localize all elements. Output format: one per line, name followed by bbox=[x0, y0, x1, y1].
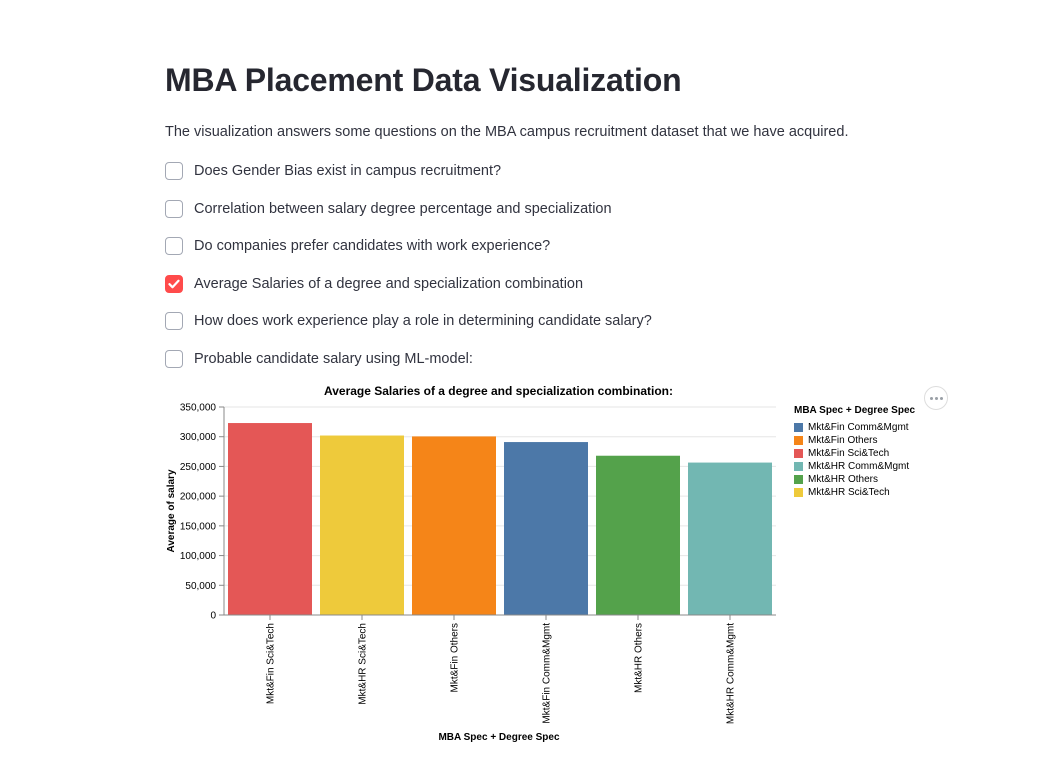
x-tick-label: Mkt&HR Others bbox=[634, 623, 645, 693]
legend-item: Mkt&Fin Sci&Tech bbox=[794, 447, 915, 460]
legend-label: Mkt&Fin Sci&Tech bbox=[808, 448, 890, 459]
legend-swatch bbox=[794, 449, 803, 458]
y-tick-label: 350,000 bbox=[180, 403, 217, 414]
bar bbox=[320, 435, 404, 615]
chart-actions-button[interactable] bbox=[924, 386, 948, 410]
checkbox-label: Probable candidate salary using ML-model… bbox=[194, 351, 473, 367]
legend-label: Mkt&HR Sci&Tech bbox=[808, 487, 890, 498]
x-tick-label: Mkt&Fin Others bbox=[450, 623, 461, 692]
legend-swatch bbox=[794, 462, 803, 471]
y-tick-label: 100,000 bbox=[180, 551, 217, 562]
legend-swatch bbox=[794, 475, 803, 484]
bar bbox=[504, 442, 588, 615]
bar bbox=[688, 462, 772, 615]
legend-title: MBA Spec + Degree Spec bbox=[794, 405, 916, 416]
checkbox-box[interactable] bbox=[165, 162, 183, 180]
y-tick-label: 150,000 bbox=[180, 521, 217, 532]
salary-chart: Average Salaries of a degree and special… bbox=[160, 378, 960, 773]
y-tick-label: 0 bbox=[210, 611, 216, 622]
bar-chart-svg: 0 50,000 100,000 150,000 200,000 250,000 300,0… bbox=[166, 403, 776, 743]
more-dots-icon bbox=[934, 396, 938, 400]
checkbox-label: Average Salaries of a degree and special… bbox=[194, 276, 584, 292]
checkbox-work-experience-salary[interactable]: How does work experience play a role in … bbox=[165, 310, 652, 332]
bar bbox=[228, 423, 312, 615]
check-icon bbox=[168, 279, 180, 289]
checkbox-label: Does Gender Bias exist in campus recruit… bbox=[194, 163, 502, 179]
chart-title: Average Salaries of a degree and special… bbox=[324, 384, 673, 398]
checkbox-work-experience-preference[interactable]: Do companies prefer candidates with work… bbox=[165, 235, 550, 257]
legend-item: Mkt&Fin Others bbox=[794, 434, 915, 447]
y-tick-label: 50,000 bbox=[185, 581, 216, 592]
legend-item: Mkt&HR Others bbox=[794, 473, 915, 486]
checkbox-box[interactable] bbox=[165, 200, 183, 218]
y-axis-title: Average of salary bbox=[166, 469, 177, 552]
checkbox-label: Do companies prefer candidates with work… bbox=[194, 238, 551, 254]
legend-items: Mkt&Fin Comm&Mgmt Mkt&Fin Others Mkt&Fin S… bbox=[794, 421, 915, 499]
checkbox-salary-correlation[interactable]: Correlation between salary degree percen… bbox=[165, 198, 612, 220]
legend-label: Mkt&HR Comm&Mgmt bbox=[808, 461, 910, 472]
x-tick-label: Mkt&Fin Sci&Tech bbox=[266, 623, 277, 704]
x-tick-label: Mkt&HR Sci&Tech bbox=[358, 623, 369, 705]
legend-label: Mkt&Fin Others bbox=[808, 435, 878, 446]
legend-label: Mkt&HR Others bbox=[808, 474, 879, 485]
x-tick-label: Mkt&Fin Comm&Mgmt bbox=[542, 623, 553, 724]
more-dots-icon bbox=[939, 396, 943, 400]
checkbox-box[interactable] bbox=[165, 275, 183, 293]
checkbox-label: How does work experience play a role in … bbox=[194, 313, 652, 329]
checkbox-gender-bias[interactable]: Does Gender Bias exist in campus recruit… bbox=[165, 160, 501, 182]
intro-text: The visualization answers some questions… bbox=[165, 124, 849, 140]
x-axis-title: MBA Spec + Degree Spec bbox=[438, 732, 560, 743]
legend-label: Mkt&Fin Comm&Mgmt bbox=[808, 422, 909, 433]
checkbox-box[interactable] bbox=[165, 350, 183, 368]
legend-item: Mkt&HR Sci&Tech bbox=[794, 486, 915, 499]
legend-swatch bbox=[794, 436, 803, 445]
legend-item: Mkt&Fin Comm&Mgmt bbox=[794, 421, 915, 434]
checkbox-average-salaries[interactable]: Average Salaries of a degree and special… bbox=[165, 273, 583, 295]
y-tick-label: 300,000 bbox=[180, 432, 217, 443]
checkbox-box[interactable] bbox=[165, 312, 183, 330]
y-tick-label: 200,000 bbox=[180, 492, 217, 503]
chart-legend: MBA Spec + Degree Spec Mkt&Fin Comm&Mgmt… bbox=[794, 405, 915, 499]
page-title: MBA Placement Data Visualization bbox=[165, 62, 682, 98]
checkbox-box[interactable] bbox=[165, 237, 183, 255]
more-dots-icon bbox=[929, 396, 933, 400]
legend-item: Mkt&HR Comm&Mgmt bbox=[794, 460, 915, 473]
bar bbox=[596, 455, 680, 615]
legend-swatch bbox=[794, 423, 803, 432]
checkbox-ml-model-salary[interactable]: Probable candidate salary using ML-model… bbox=[165, 348, 473, 370]
checkbox-label: Correlation between salary degree percen… bbox=[194, 201, 612, 217]
legend-swatch bbox=[794, 488, 803, 497]
x-tick-label: Mkt&HR Comm&Mgmt bbox=[726, 623, 737, 724]
bar bbox=[412, 436, 496, 615]
y-tick-label: 250,000 bbox=[180, 462, 217, 473]
